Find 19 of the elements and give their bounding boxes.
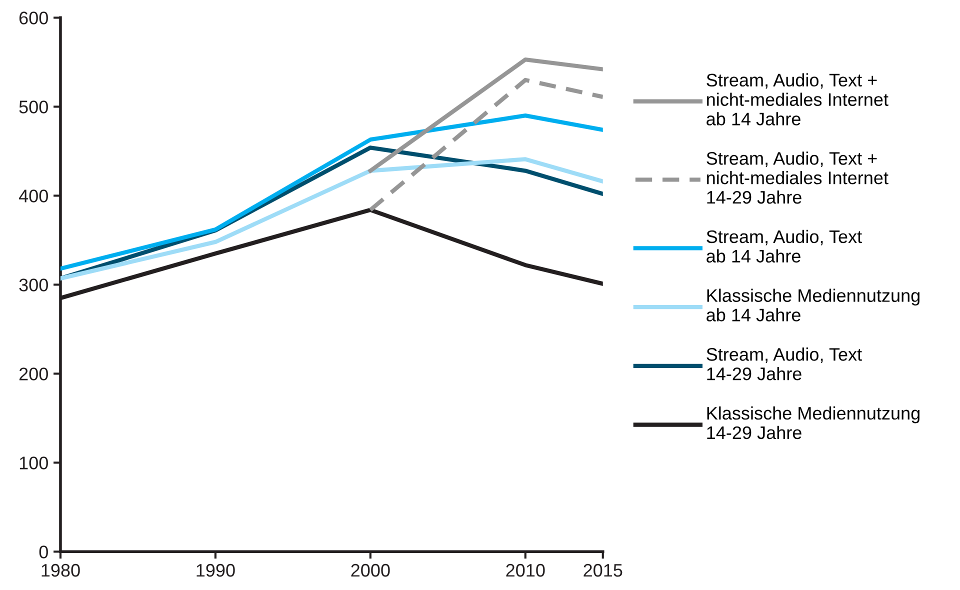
y-tick-label: 500 (19, 100, 48, 114)
y-tick-label: 200 (19, 368, 48, 380)
x-tick-label: 1980 (42, 564, 80, 577)
y-tick-label: 600 (19, 12, 48, 24)
x-tick-label: 2000 (351, 564, 390, 577)
legend-label: Stream, Audio, Text 14-29 Jahre (706, 348, 862, 380)
legend-label: Stream, Audio, Text + nicht-mediales Internet ab 14 Jahre (706, 73, 888, 126)
legend-label: Stream, Audio, Text + nicht-mediales Internet 14-29 Jahre (706, 152, 888, 204)
y-tick-label: 0 (39, 546, 48, 558)
legend-label: Klassische Mediennutzung ab 14 Jahre (706, 288, 920, 322)
line-series (60, 114, 603, 271)
x-tick-label: 2015 (584, 564, 622, 577)
y-tick-label: 400 (18, 190, 48, 202)
legend-label: Stream, Audio, Text ab 14 Jahre (706, 230, 862, 263)
y-tick-label: 300 (19, 278, 48, 292)
x-tick-label: 2010 (506, 564, 545, 577)
x-tick-label: 1990 (196, 564, 235, 577)
legend-label: Klassische Mediennutzung 14-29 Jahre (707, 406, 920, 440)
y-tick-label: 100 (20, 456, 48, 470)
